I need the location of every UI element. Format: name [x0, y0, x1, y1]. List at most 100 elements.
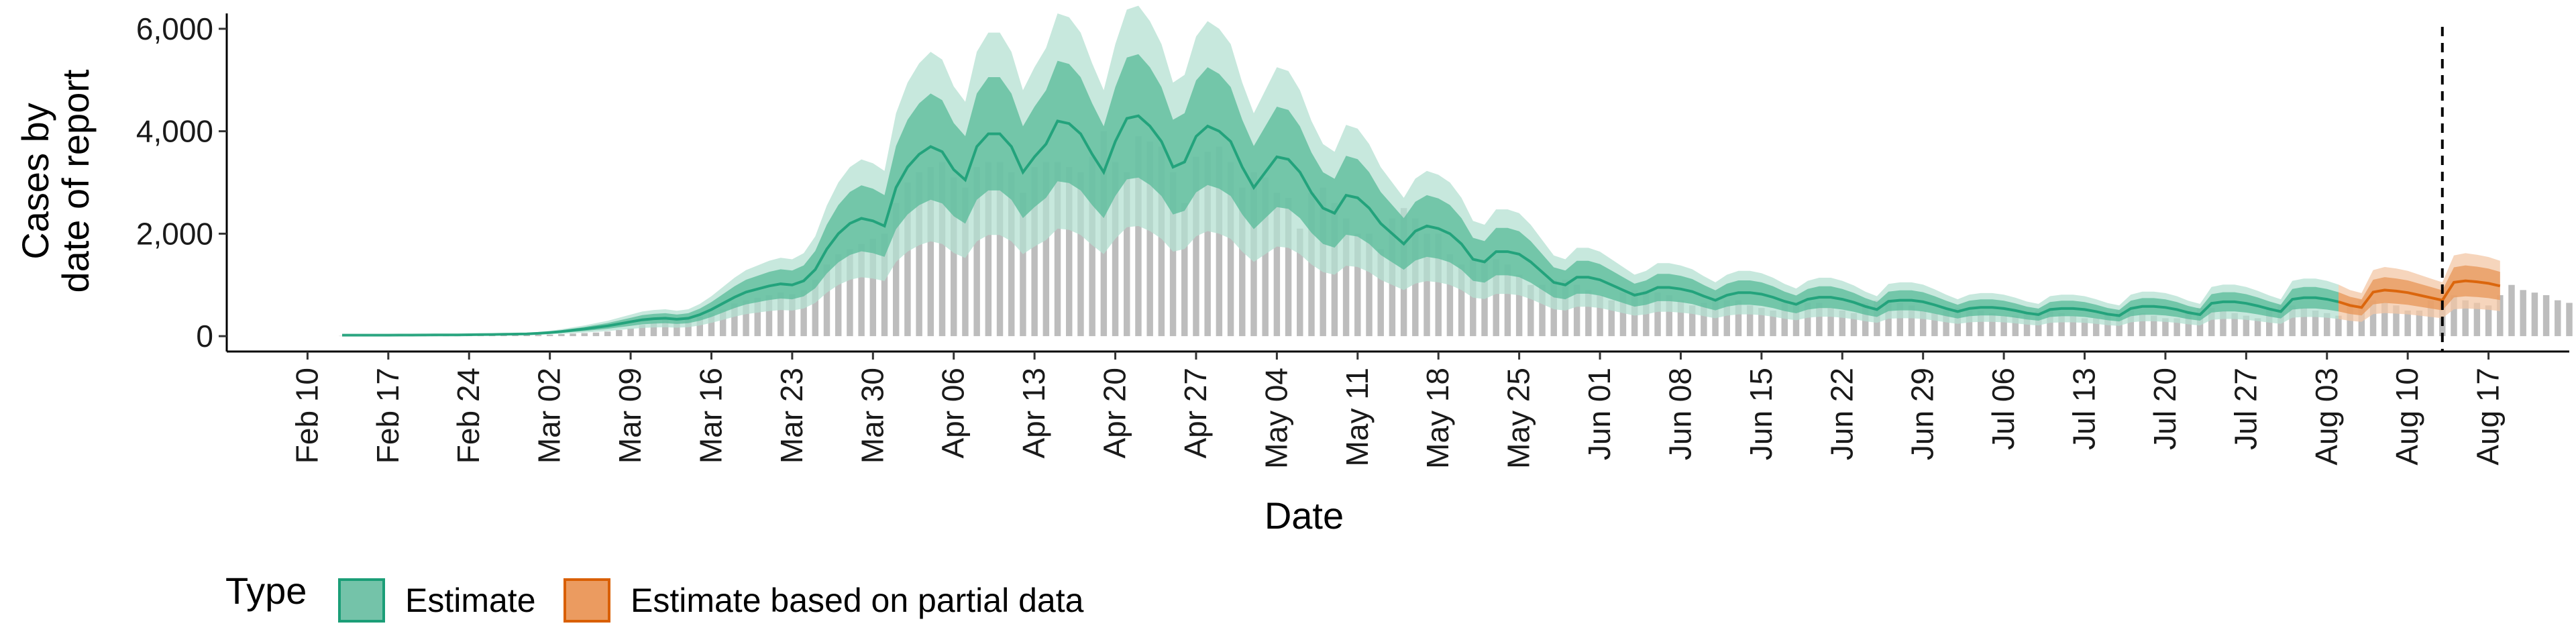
reported-bar	[708, 313, 715, 337]
reported-bar	[1297, 228, 1303, 337]
reported-bar	[1677, 300, 1684, 337]
x-axis-title: Date	[1265, 494, 1344, 537]
x-tick-label: Mar 16	[693, 368, 728, 464]
reported-bar	[1124, 172, 1130, 337]
reported-bar	[674, 321, 680, 337]
reported-bar	[904, 182, 911, 337]
reported-bar	[962, 187, 969, 337]
reported-bar	[2058, 313, 2065, 337]
reported-bar	[1031, 167, 1038, 337]
reported-bar	[1723, 300, 1730, 337]
reported-bar	[765, 295, 773, 337]
reported-bar	[985, 162, 992, 337]
x-tick-label: Feb 24	[451, 368, 486, 464]
reported-bar	[1896, 303, 1904, 337]
reported-bar	[2012, 315, 2019, 337]
reported-bar	[627, 328, 634, 337]
reported-bar	[2520, 290, 2526, 337]
reported-bar	[1770, 310, 1776, 337]
estimate-band-50	[342, 54, 2339, 335]
reported-bar	[1239, 187, 1246, 337]
reported-bar	[1262, 177, 1269, 337]
y-tick-label: 0	[196, 319, 213, 354]
reported-bar	[2451, 295, 2457, 337]
reported-bar	[2393, 305, 2400, 337]
reported-bar	[1746, 305, 1754, 337]
reported-bar	[869, 239, 877, 337]
reported-bar	[1008, 172, 1015, 337]
x-tick-label: Mar 02	[532, 368, 567, 464]
reported-bar	[2000, 315, 2007, 337]
reported-bar	[2070, 315, 2077, 337]
reported-bar	[1966, 310, 1973, 337]
reported-bar	[558, 334, 565, 337]
reported-bar	[2312, 310, 2319, 337]
reported-bar	[1654, 292, 1661, 337]
reported-bar	[500, 335, 507, 337]
x-tick-label: Aug 17	[2471, 368, 2506, 466]
estimate-median-line	[342, 114, 2339, 337]
legend-label-partial: Estimate based on partial data	[631, 582, 1084, 619]
x-tick-label: Jul 20	[2147, 368, 2182, 450]
reported-bar	[1216, 146, 1223, 337]
reported-bar	[847, 249, 853, 337]
x-tick-label: Aug 10	[2390, 368, 2424, 466]
reported-bar	[1504, 264, 1511, 337]
estimate-bands	[342, 5, 2501, 337]
reported-bar	[1619, 292, 1627, 337]
x-axis-ticks: Feb 10 Feb 17 Feb 24 Mar 02 Mar 09 Mar 16 Mar …	[289, 352, 2506, 469]
reported-bar	[1066, 167, 1073, 337]
reported-bar	[2150, 315, 2157, 337]
reported-bar	[1493, 259, 1499, 337]
reported-bar	[2162, 318, 2169, 337]
x-tick-label: Apr 13	[1016, 368, 1051, 459]
reported-bar	[2127, 310, 2135, 337]
reported-bar	[2335, 315, 2342, 337]
reported-bar	[1585, 290, 1592, 337]
x-tick-label: Mar 23	[774, 368, 809, 464]
x-tick-label: Feb 17	[370, 368, 405, 464]
reported-bar	[2208, 308, 2215, 337]
reported-bar	[2462, 300, 2469, 337]
reported-bar	[1666, 295, 1672, 337]
reported-bar	[1735, 300, 1742, 337]
reported-bar	[2555, 300, 2561, 337]
reported-bar	[835, 254, 842, 337]
reported-bar	[1377, 249, 1384, 337]
axes	[225, 13, 2569, 353]
x-tick-label: Apr 27	[1178, 368, 1213, 459]
reported-bar	[535, 335, 542, 337]
reported-bar	[881, 233, 888, 337]
x-tick-label: Feb 10	[289, 368, 324, 464]
x-tick-label: Mar 30	[855, 368, 890, 464]
reported-bar	[2531, 292, 2538, 337]
reported-bar	[2047, 310, 2053, 337]
reported-bar	[661, 319, 669, 337]
reported-bar	[950, 177, 957, 337]
y-axis-title-line2: date of report	[54, 69, 97, 293]
reported-bar	[1931, 313, 1938, 337]
x-tick-label: Jun 15	[1743, 368, 1778, 460]
legend: Type Estimate Estimate based on partial …	[225, 570, 1084, 623]
legend-title: Type	[225, 570, 307, 612]
x-tick-label: Jun 01	[1582, 368, 1617, 460]
x-tick-label: Jul 13	[2067, 368, 2102, 450]
reported-bar	[512, 335, 519, 337]
reported-bar	[1077, 172, 1084, 337]
reported-bar	[1273, 193, 1281, 337]
reported-bar	[2497, 295, 2504, 337]
reported-bar	[604, 331, 611, 337]
reported-bar	[1608, 300, 1615, 337]
x-tick-label: Jun 08	[1662, 368, 1697, 460]
reported-bar	[1816, 303, 1823, 337]
reported-bar	[1146, 141, 1153, 337]
reported-bar	[616, 329, 623, 337]
reported-bar	[1342, 218, 1350, 337]
y-tick-label: 4,000	[136, 114, 213, 149]
reported-bar	[1827, 308, 1834, 337]
reported-bar	[1919, 310, 1927, 337]
reported-bar	[996, 162, 1004, 337]
reported-bar	[800, 290, 807, 337]
reported-bar	[592, 332, 600, 337]
